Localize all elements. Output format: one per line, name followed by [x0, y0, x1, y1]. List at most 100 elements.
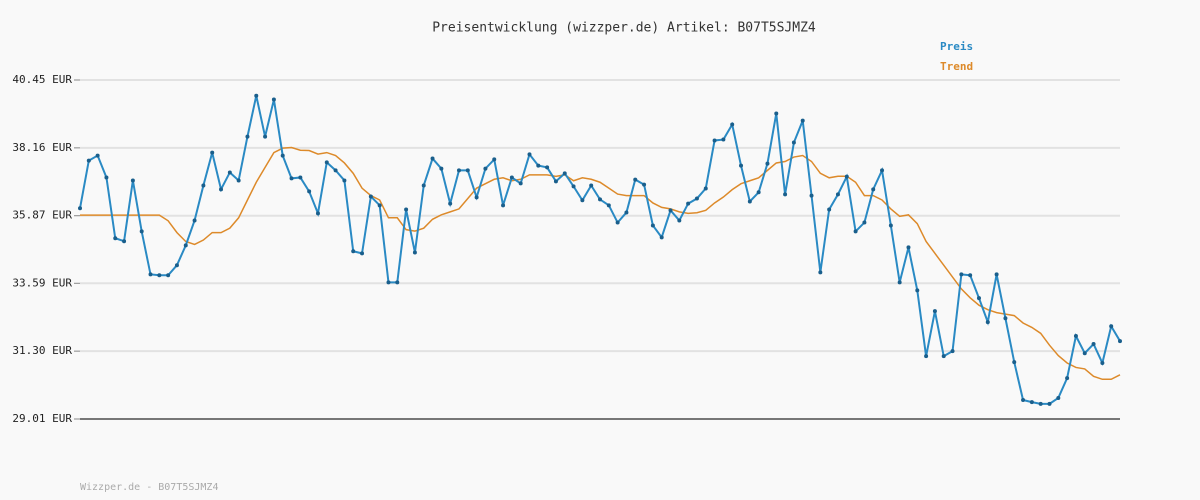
data-point	[791, 140, 796, 145]
data-point	[932, 309, 937, 314]
data-point	[571, 184, 576, 189]
data-point	[703, 186, 708, 191]
data-point	[333, 168, 338, 173]
data-point	[835, 192, 840, 197]
data-point	[862, 220, 867, 225]
data-point	[827, 207, 832, 212]
data-point	[368, 194, 373, 199]
data-point	[1065, 376, 1070, 381]
data-point	[553, 179, 558, 184]
data-point	[509, 175, 514, 180]
data-point	[456, 168, 461, 173]
data-point	[360, 251, 365, 256]
data-point	[501, 203, 506, 208]
data-point	[800, 118, 805, 123]
data-point	[280, 153, 285, 158]
data-point	[254, 93, 259, 98]
data-point	[351, 249, 356, 254]
data-point	[739, 163, 744, 168]
data-point	[730, 122, 735, 127]
data-point	[598, 197, 602, 202]
data-point	[210, 150, 215, 155]
data-point	[1012, 360, 1017, 365]
data-point	[236, 178, 241, 183]
chart-title: Preisentwicklung (wizzper.de) Artikel: B…	[432, 21, 816, 36]
data-point	[113, 236, 118, 241]
legend-entry: Preis	[940, 40, 973, 53]
data-point	[659, 235, 664, 240]
data-point	[377, 203, 382, 208]
data-point	[395, 280, 400, 285]
data-point	[950, 349, 955, 354]
data-point	[1047, 401, 1052, 406]
data-point	[448, 201, 453, 206]
data-point	[968, 273, 973, 278]
data-point	[562, 171, 567, 176]
data-point	[412, 250, 417, 255]
data-point	[245, 134, 250, 139]
footer: Wizzper.de - B07T5SJMZ4	[80, 482, 218, 493]
data-point	[774, 111, 779, 116]
data-point	[677, 218, 682, 223]
data-point	[430, 156, 435, 161]
data-point	[518, 181, 523, 186]
data-point	[994, 272, 999, 277]
data-point	[342, 178, 347, 183]
data-point	[924, 354, 929, 359]
data-point	[580, 198, 585, 203]
data-point	[421, 183, 426, 188]
data-point	[633, 177, 638, 182]
data-point	[1118, 339, 1122, 344]
data-point	[765, 161, 770, 166]
y-tick-label: 29.01 EUR	[12, 412, 72, 425]
data-point	[853, 229, 858, 234]
data-point	[668, 208, 673, 213]
data-point	[1109, 324, 1114, 329]
data-point	[122, 239, 127, 244]
data-point	[474, 195, 479, 200]
data-point	[1029, 400, 1034, 405]
data-point	[1056, 395, 1061, 400]
data-point	[888, 223, 893, 228]
data-point	[289, 176, 294, 181]
data-point	[1073, 334, 1078, 339]
data-point	[721, 137, 726, 142]
data-point	[606, 203, 611, 208]
data-point	[298, 175, 303, 180]
data-point	[615, 220, 620, 225]
data-point	[959, 272, 964, 277]
data-point	[271, 97, 276, 102]
data-point	[897, 280, 902, 285]
data-point	[139, 229, 144, 234]
data-point	[686, 201, 691, 206]
data-point	[219, 187, 224, 192]
data-point	[104, 175, 109, 180]
data-point	[1082, 351, 1087, 356]
data-point	[1038, 401, 1043, 406]
data-point	[1021, 398, 1026, 403]
data-point	[315, 211, 320, 216]
data-point	[166, 273, 171, 278]
data-point	[227, 170, 232, 175]
data-point	[130, 178, 135, 183]
data-point	[483, 166, 488, 171]
data-point	[871, 187, 876, 192]
y-tick-label: 35.87 EUR	[12, 209, 72, 222]
data-point	[1091, 342, 1096, 347]
data-point	[941, 354, 946, 359]
data-point	[915, 288, 920, 293]
data-point	[1100, 360, 1105, 365]
data-point	[307, 189, 312, 194]
data-point	[263, 134, 268, 139]
data-point	[192, 218, 197, 223]
data-point	[976, 296, 981, 301]
data-point	[492, 157, 497, 162]
data-point	[201, 183, 206, 188]
data-point	[906, 245, 911, 250]
data-point	[536, 163, 541, 168]
data-point	[386, 280, 391, 285]
legend-entry: Trend	[940, 60, 973, 73]
data-point	[809, 193, 814, 198]
